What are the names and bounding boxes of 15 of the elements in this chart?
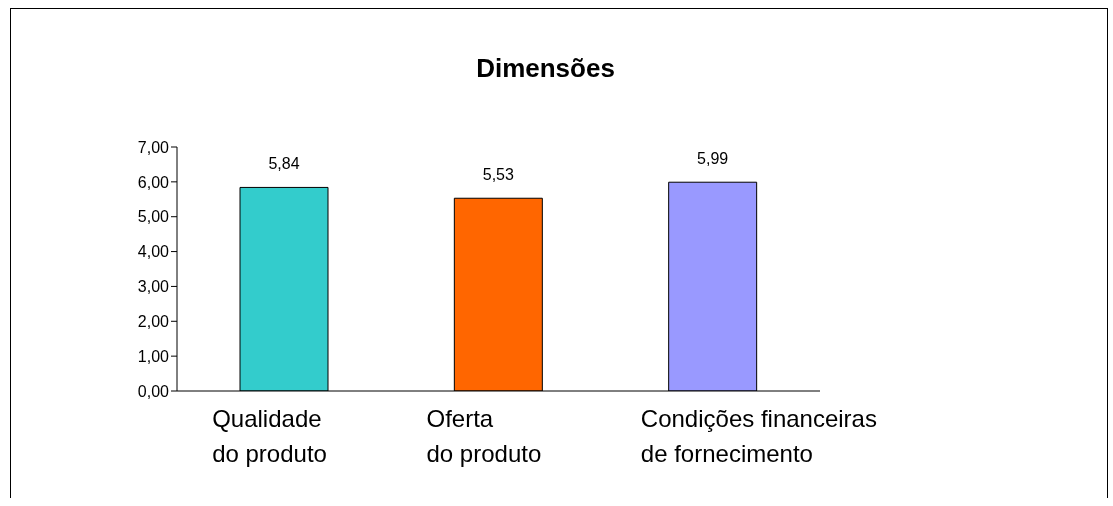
- x-tick-label: Condições financeiras de fornecimento: [640, 405, 877, 467]
- y-tick-label: 4,00: [137, 243, 170, 261]
- y-tick-label: 7,00: [137, 138, 170, 156]
- data-label: 5,99: [697, 150, 729, 168]
- x-tick-label: Oferta do produto: [426, 405, 542, 467]
- y-tick-label: 1,00: [137, 347, 170, 365]
- x-tick-label: Qualidade do produto: [212, 405, 327, 467]
- y-tick-label: 0,00: [137, 382, 170, 400]
- y-tick-label: 6,00: [137, 173, 170, 191]
- y-tick-label: 3,00: [137, 278, 170, 296]
- chart-title: Dimensões: [475, 53, 616, 84]
- y-tick-label: 5,00: [137, 208, 170, 226]
- y-tick-label: 2,00: [137, 312, 170, 330]
- data-label: 5,84: [268, 155, 300, 173]
- data-label: 5,53: [482, 166, 515, 184]
